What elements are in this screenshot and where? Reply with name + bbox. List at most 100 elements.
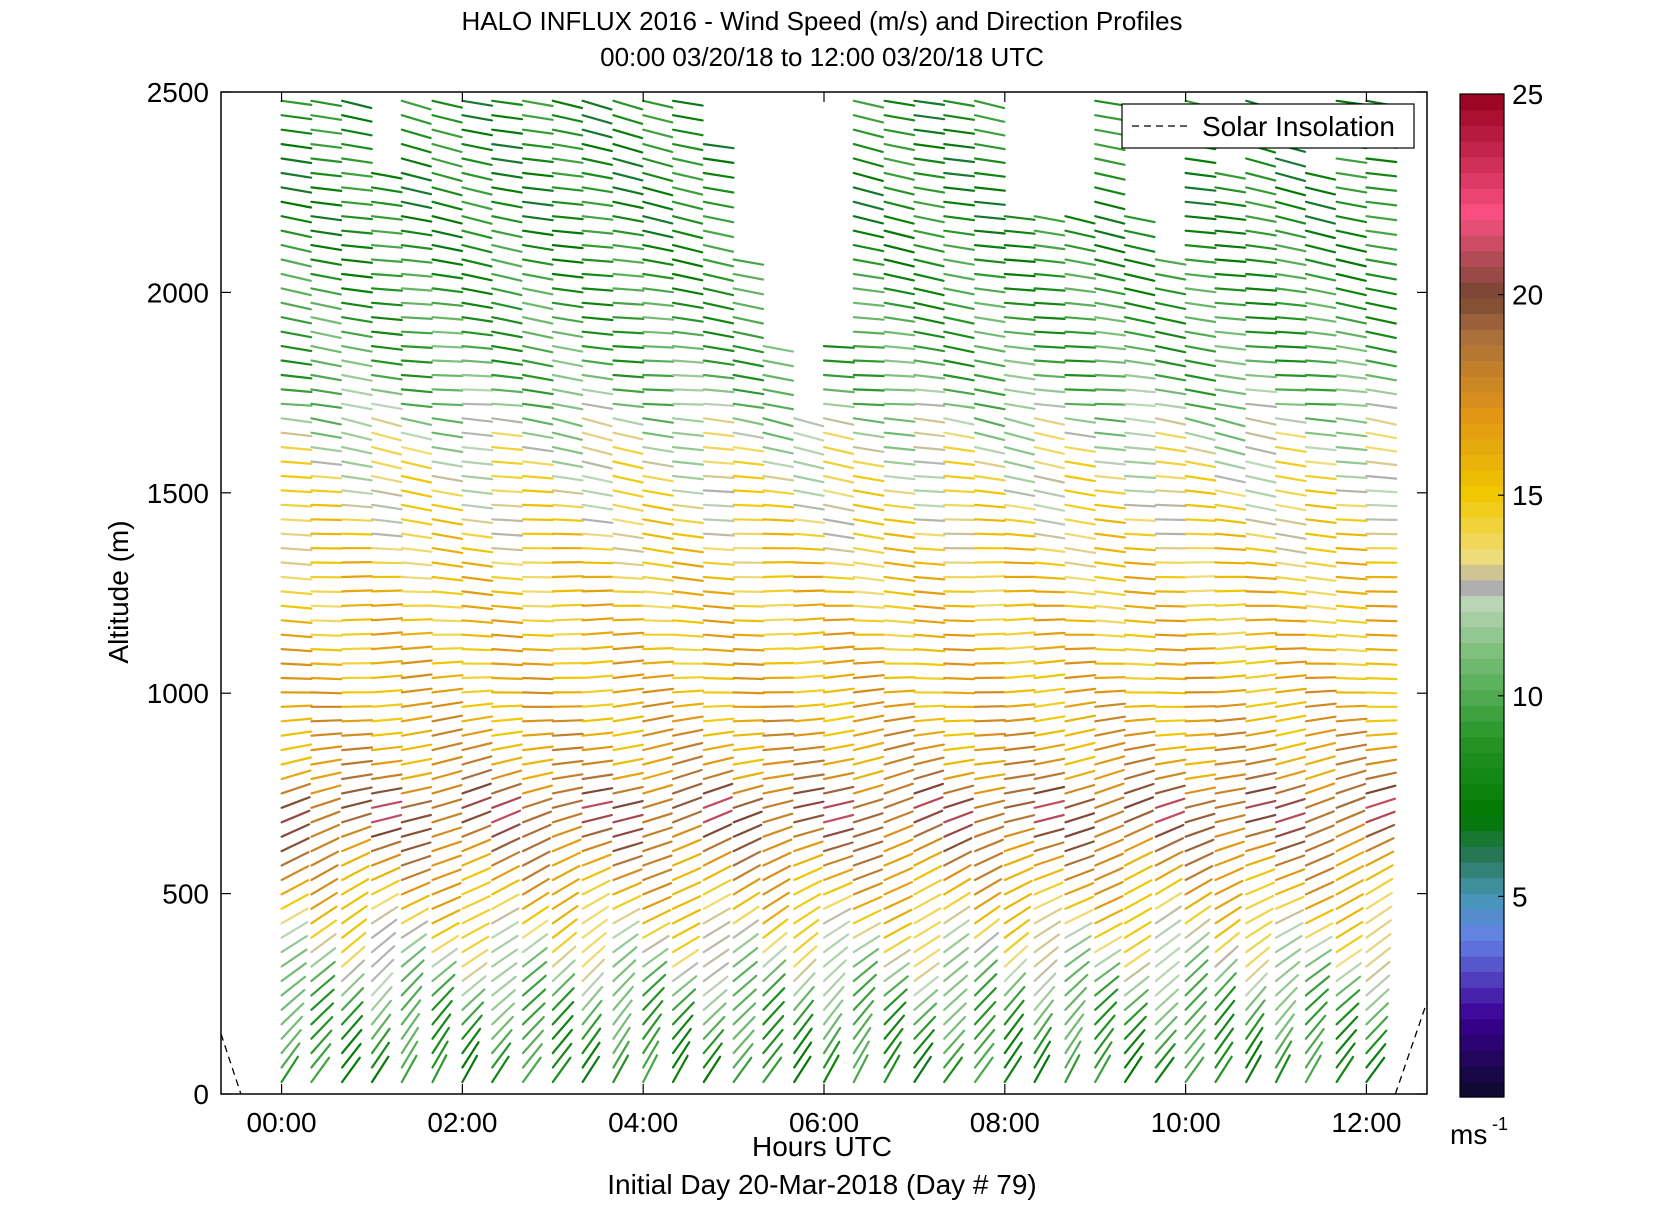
wind-vector [310,891,338,910]
wind-vector [852,1040,871,1069]
wind-vector [400,590,433,594]
wind-vector [521,1015,545,1040]
wind-vector [1274,345,1308,349]
wind-vector [1245,171,1277,182]
wind-vector [1365,647,1398,652]
wind-vector [370,905,399,925]
wind-vector [1184,661,1217,665]
wind-vector [521,272,554,281]
wind-vector [793,905,821,925]
wind-vector [1214,446,1246,456]
wind-vector [461,460,494,466]
wind-vector [431,1013,452,1040]
wind-vector [852,489,885,497]
wind-vector [671,474,705,481]
wind-vector [1214,431,1246,442]
wind-vector [883,99,916,107]
wind-vector [883,908,913,925]
wind-vector [551,864,581,882]
wind-vector [551,200,584,206]
wind-vector [280,730,313,737]
wind-vector [1094,503,1127,510]
wind-vector [822,894,853,910]
wind-vector [1245,920,1273,939]
wind-vector [1154,258,1187,266]
wind-vector [883,962,910,983]
wind-vector [1123,782,1155,795]
wind-vector [732,345,765,354]
wind-vector [1245,894,1275,910]
wind-vector [370,589,404,593]
wind-vector [612,894,642,910]
wind-vector [762,603,795,607]
wind-vector [1064,854,1095,867]
wind-vector [461,922,490,939]
wind-vector [400,959,425,983]
wind-vector [491,489,524,494]
wind-vector [400,143,432,154]
wind-vector [822,618,856,622]
wind-vector [400,907,430,925]
wind-vector [1123,431,1156,438]
wind-vector [1003,388,1036,396]
wind-vector [913,330,946,339]
wind-vector [461,503,494,510]
wind-vector [883,460,916,466]
wind-vector [1123,948,1151,968]
wind-vector [491,359,524,366]
wind-vector [732,676,765,681]
wind-vector [913,1015,937,1040]
wind-vector [370,244,403,249]
wind-vector [431,826,463,838]
wind-vector [793,1027,813,1055]
wind-vector [1335,837,1365,853]
wind-vector [1154,864,1184,882]
wind-vector [461,171,493,181]
wind-vector [1123,301,1156,311]
wind-vector [671,99,704,107]
wind-vector [1064,229,1096,239]
wind-vector [1003,617,1036,622]
wind-vector [1123,446,1157,451]
wind-vector [400,128,432,140]
wind-vector [1304,782,1336,795]
wind-vector [310,732,343,737]
wind-vector [913,518,946,523]
wind-vector [310,974,336,997]
wind-vector [1003,814,1036,824]
wind-vector [852,783,884,795]
wind-vector [1274,783,1306,795]
wind-vector [642,114,674,124]
wind-vector [642,840,673,853]
wind-vector [883,373,916,378]
wind-vector [280,518,313,523]
wind-vector [973,373,1006,382]
wind-vector [943,619,976,623]
wind-vector [1274,1000,1297,1026]
wind-vector [943,662,976,666]
wind-vector [612,575,645,580]
wind-vector [732,988,757,1011]
wind-vector [1003,402,1036,410]
wind-vector [521,388,554,396]
wind-vector [671,1014,694,1040]
wind-vector [1094,157,1126,166]
wind-vector [400,272,433,278]
wind-vector [461,143,493,152]
wind-vector [793,617,826,622]
wind-vector [1335,186,1368,194]
wind-vector [341,114,373,123]
wind-vector [913,920,942,939]
wind-vector [943,359,975,368]
wind-vector [551,945,577,968]
colorbar-swatch [1460,861,1504,879]
wind-vector [370,258,403,263]
wind-vector [973,215,1006,221]
wind-vector [883,186,915,196]
wind-vector [400,946,426,968]
wind-vector [1274,714,1307,723]
wind-vector [551,987,575,1011]
wind-vector [852,431,885,439]
wind-vector [1304,590,1337,597]
wind-vector [400,345,433,349]
